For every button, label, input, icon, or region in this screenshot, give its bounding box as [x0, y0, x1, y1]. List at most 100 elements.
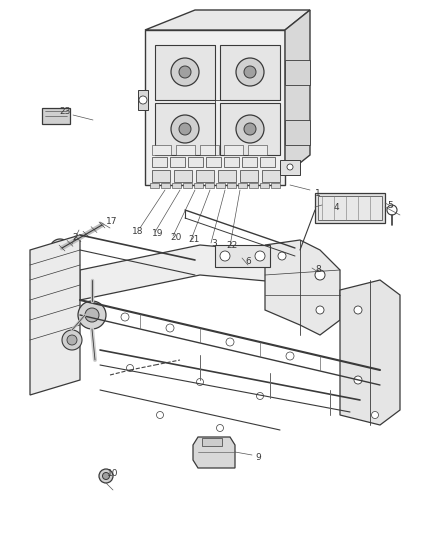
Circle shape: [197, 378, 204, 385]
Circle shape: [371, 411, 378, 418]
Circle shape: [171, 115, 199, 143]
Circle shape: [244, 123, 256, 135]
Circle shape: [216, 424, 223, 432]
Bar: [224, 145, 243, 155]
Bar: [315, 193, 385, 223]
Circle shape: [55, 244, 65, 254]
Circle shape: [121, 313, 129, 321]
Bar: [174, 170, 192, 182]
Bar: [155, 103, 215, 155]
Circle shape: [316, 306, 324, 314]
Bar: [262, 170, 280, 182]
Circle shape: [62, 330, 82, 350]
Bar: [183, 183, 192, 188]
Bar: [152, 145, 171, 155]
Bar: [152, 157, 167, 167]
Circle shape: [286, 352, 294, 360]
Circle shape: [387, 205, 397, 215]
Circle shape: [244, 66, 256, 78]
Text: 4: 4: [333, 204, 339, 213]
Bar: [227, 183, 236, 188]
Circle shape: [236, 58, 264, 86]
Text: 2: 2: [72, 233, 78, 243]
Polygon shape: [285, 10, 310, 175]
Circle shape: [315, 270, 325, 280]
Circle shape: [236, 115, 264, 143]
Bar: [200, 145, 219, 155]
Circle shape: [166, 324, 174, 332]
Bar: [205, 183, 214, 188]
Text: 9: 9: [255, 454, 261, 463]
Text: 1: 1: [315, 189, 321, 198]
Bar: [206, 157, 221, 167]
Circle shape: [78, 301, 106, 329]
Bar: [42, 108, 70, 124]
Circle shape: [220, 251, 230, 261]
Text: 17: 17: [106, 217, 118, 227]
Bar: [260, 157, 275, 167]
Bar: [150, 183, 159, 188]
Circle shape: [354, 306, 362, 314]
Circle shape: [255, 251, 265, 261]
Circle shape: [127, 365, 134, 372]
Bar: [285, 60, 310, 85]
Bar: [155, 45, 215, 100]
Circle shape: [171, 58, 199, 86]
Text: 23: 23: [59, 108, 71, 117]
Bar: [145, 30, 285, 185]
Text: 5: 5: [387, 200, 393, 209]
Bar: [188, 157, 203, 167]
Circle shape: [226, 338, 234, 346]
Bar: [260, 183, 269, 188]
Text: 6: 6: [245, 257, 251, 266]
Bar: [152, 170, 170, 182]
Polygon shape: [145, 10, 310, 30]
Bar: [216, 183, 225, 188]
Circle shape: [139, 96, 147, 104]
Bar: [170, 157, 185, 167]
Circle shape: [50, 239, 70, 259]
Bar: [249, 183, 258, 188]
Bar: [161, 183, 170, 188]
Text: 18: 18: [132, 227, 144, 236]
Circle shape: [179, 123, 191, 135]
Bar: [220, 45, 280, 100]
Bar: [218, 170, 236, 182]
Bar: [215, 245, 270, 267]
Bar: [196, 170, 214, 182]
Bar: [240, 170, 258, 182]
Circle shape: [278, 252, 286, 260]
Circle shape: [85, 308, 99, 322]
Bar: [176, 145, 195, 155]
Circle shape: [67, 335, 77, 345]
Text: 10: 10: [107, 470, 119, 479]
Bar: [172, 183, 181, 188]
Text: 19: 19: [152, 230, 164, 238]
Circle shape: [287, 164, 293, 170]
Text: 3: 3: [211, 238, 217, 247]
Circle shape: [156, 411, 163, 418]
Circle shape: [99, 469, 113, 483]
Bar: [280, 160, 300, 175]
Polygon shape: [265, 240, 340, 335]
Bar: [194, 183, 203, 188]
Circle shape: [179, 66, 191, 78]
Bar: [248, 145, 267, 155]
Circle shape: [102, 472, 110, 480]
Bar: [202, 438, 222, 446]
Polygon shape: [193, 437, 235, 468]
Text: 21: 21: [188, 236, 200, 245]
Bar: [318, 196, 382, 220]
Polygon shape: [80, 245, 330, 300]
Text: 20: 20: [170, 232, 182, 241]
Circle shape: [354, 376, 362, 384]
Bar: [138, 90, 148, 110]
Polygon shape: [30, 235, 80, 395]
Polygon shape: [340, 280, 400, 425]
Bar: [242, 157, 257, 167]
Bar: [271, 183, 280, 188]
Circle shape: [257, 392, 264, 400]
Bar: [238, 183, 247, 188]
Text: 22: 22: [226, 241, 238, 251]
Bar: [220, 103, 280, 155]
